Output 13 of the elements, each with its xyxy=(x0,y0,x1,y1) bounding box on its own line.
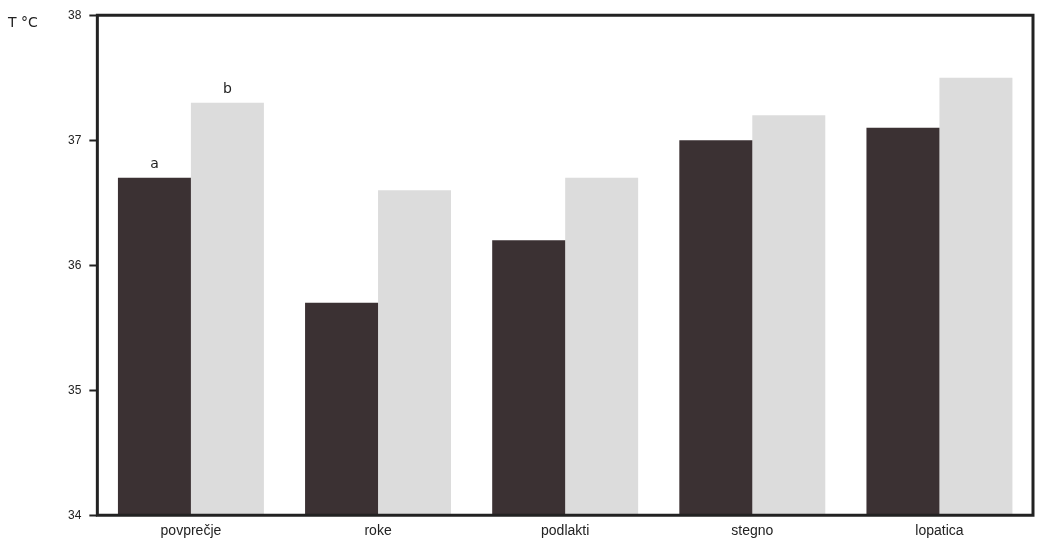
x-tick-label: povprečje xyxy=(160,522,222,539)
x-tick-label: podlakti xyxy=(541,522,590,539)
annotation: b xyxy=(222,80,232,97)
x-tick-label: roke xyxy=(364,522,392,539)
x-tick-label: stegno xyxy=(731,522,774,539)
y-tick-label: 37 xyxy=(67,132,82,147)
y-tick-label: 36 xyxy=(67,257,82,272)
annotation: a xyxy=(150,155,159,172)
y-axis-title: T °C xyxy=(8,14,38,30)
y-tick-label: 38 xyxy=(67,7,82,22)
y-tick-label: 35 xyxy=(67,382,82,397)
y-tick-label: 34 xyxy=(67,507,82,522)
x-tick-label: lopatica xyxy=(915,522,964,539)
